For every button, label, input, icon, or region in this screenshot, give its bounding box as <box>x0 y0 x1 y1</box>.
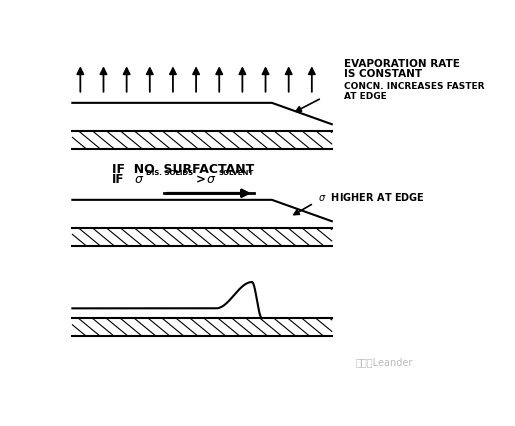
Text: IF  NO  SURFACTANT: IF NO SURFACTANT <box>112 163 254 176</box>
Text: SOLVENT: SOLVENT <box>218 169 253 175</box>
Text: IS CONSTANT: IS CONSTANT <box>344 69 422 79</box>
Text: IF: IF <box>112 173 125 185</box>
Text: AT EDGE: AT EDGE <box>344 92 387 101</box>
Text: $\sigma$: $\sigma$ <box>206 173 216 185</box>
Text: 新能源Leander: 新能源Leander <box>356 356 413 366</box>
Text: $\sigma$: $\sigma$ <box>134 173 144 185</box>
Text: $\sigma$  HIGHER AT EDGE: $\sigma$ HIGHER AT EDGE <box>318 191 424 203</box>
Text: >: > <box>196 173 206 185</box>
Text: EVAPORATION RATE: EVAPORATION RATE <box>344 59 459 69</box>
Text: DIS. SOLIDS: DIS. SOLIDS <box>146 169 193 175</box>
Text: CONCN. INCREASES FASTER: CONCN. INCREASES FASTER <box>344 82 484 91</box>
